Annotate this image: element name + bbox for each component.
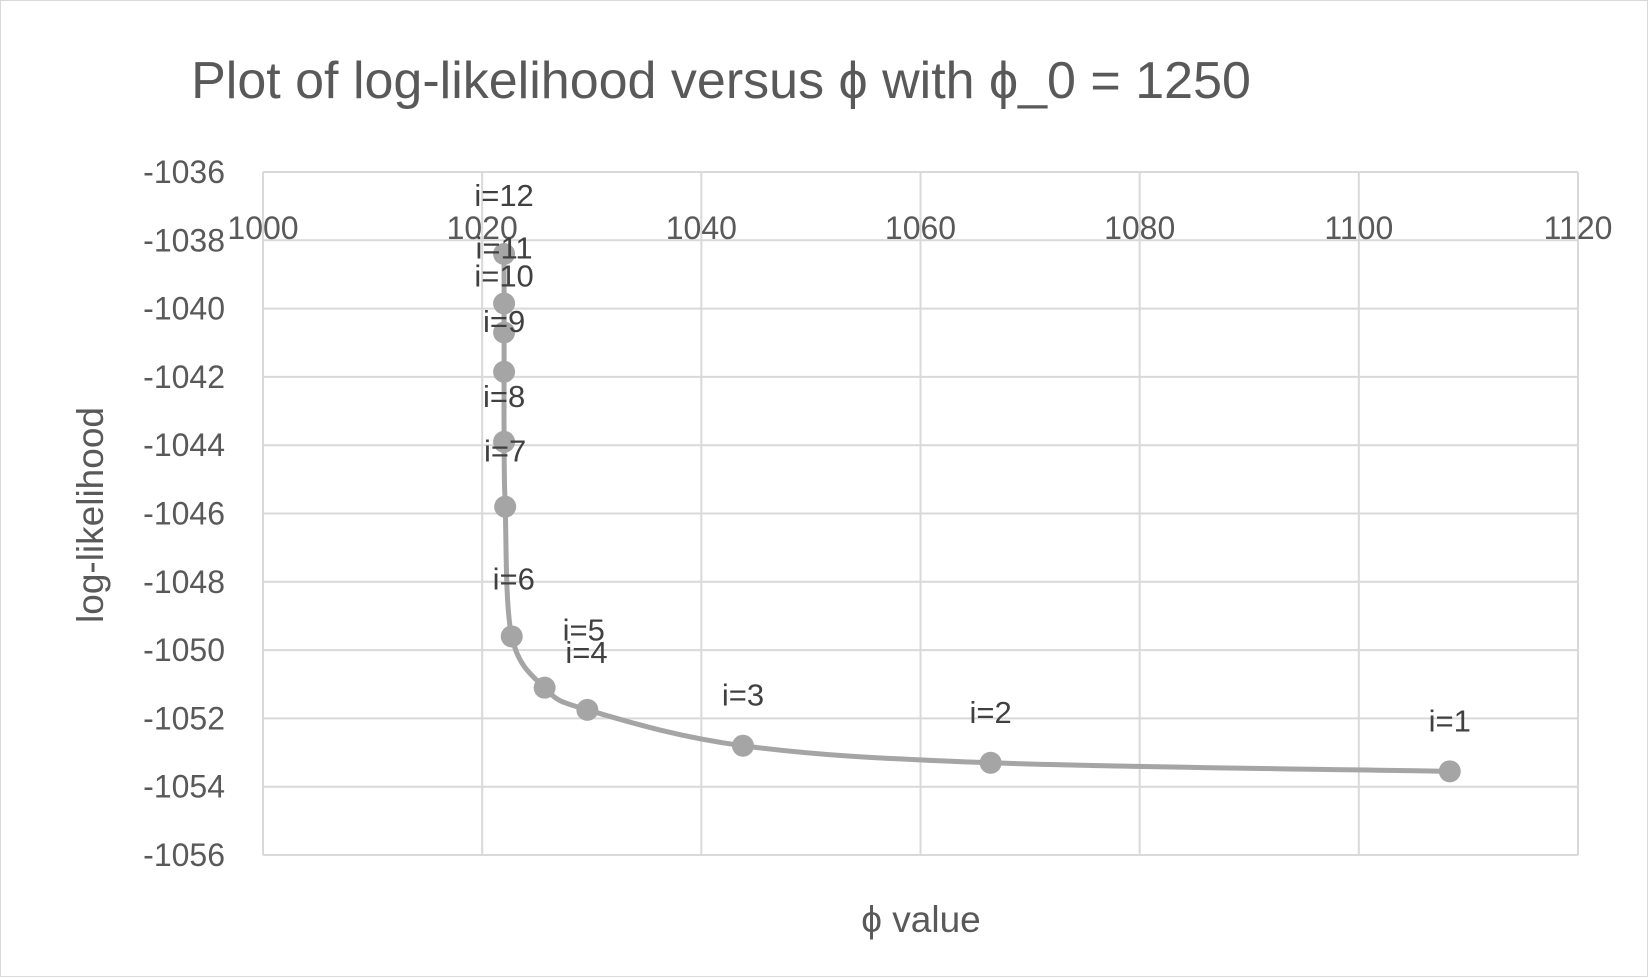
x-tick-label: 1000 — [227, 210, 298, 246]
data-label: i=4 — [565, 635, 607, 670]
data-point-marker — [979, 751, 1002, 774]
data-markers — [493, 242, 1461, 783]
data-point-marker — [493, 292, 516, 315]
data-label: i=2 — [970, 695, 1012, 730]
x-tick-label: 1060 — [885, 210, 956, 246]
data-point-marker — [493, 242, 516, 265]
y-tick-label: -1036 — [143, 154, 225, 190]
x-axis-title: ϕ value — [861, 899, 980, 940]
data-label: i=1 — [1429, 703, 1471, 738]
data-labels: i=1 i=2 i=3 i=4i=5 i=6 i=7 i=8 i=9 i=10i=11 i=12 — [474, 178, 1471, 738]
y-axis-title: log-likelihood — [70, 407, 111, 623]
y-tick-label: -1046 — [143, 496, 225, 532]
x-tick-label: 1100 — [1324, 210, 1393, 246]
data-point-marker — [1438, 760, 1461, 783]
y-tick-label: -1040 — [143, 291, 225, 327]
x-tick-label: 1120 — [1544, 210, 1613, 246]
y-tick-label: -1052 — [143, 700, 225, 736]
y-tick-label: -1044 — [143, 427, 225, 463]
data-label: i=10 — [474, 259, 533, 294]
data-point-marker — [494, 495, 517, 518]
x-tick-label: 1040 — [666, 210, 737, 246]
data-point-marker — [731, 734, 754, 757]
data-point-marker — [576, 698, 599, 721]
data-point-marker — [493, 360, 516, 383]
y-tick-label: -1056 — [143, 837, 225, 873]
data-label: i=8 — [483, 379, 525, 414]
y-tick-label: -1054 — [143, 769, 225, 805]
data-label: i=9 — [483, 304, 525, 339]
data-label: i=3 — [722, 678, 764, 713]
y-axis-tick-labels: -1036 -1038 -1040 -1042 -1044 -1046 -1048 -1050… — [143, 154, 225, 873]
x-tick-label: 1020 — [447, 210, 518, 246]
x-tick-label: 1080 — [1104, 210, 1175, 246]
y-tick-label: -1048 — [143, 564, 225, 600]
data-label: i=5 — [563, 613, 605, 648]
data-point-marker — [533, 676, 556, 699]
data-label: i=7 — [484, 434, 526, 469]
data-label: i=12 — [474, 178, 533, 213]
data-point-marker — [493, 430, 516, 453]
data-label: i=11 — [475, 230, 532, 265]
y-tick-label: -1038 — [143, 222, 225, 258]
data-point-marker — [493, 321, 516, 344]
data-point-marker — [500, 625, 523, 648]
y-tick-label: -1050 — [143, 632, 225, 668]
x-axis-tick-labels: 1000 1020 1040 1060 1080 1100 1120 — [227, 210, 1612, 246]
y-tick-label: -1042 — [143, 359, 225, 395]
data-label: i=6 — [493, 561, 535, 596]
chart-title: Plot of log-likelihood versus ϕ with ϕ_0… — [191, 52, 1251, 110]
gridlines — [262, 171, 1579, 856]
